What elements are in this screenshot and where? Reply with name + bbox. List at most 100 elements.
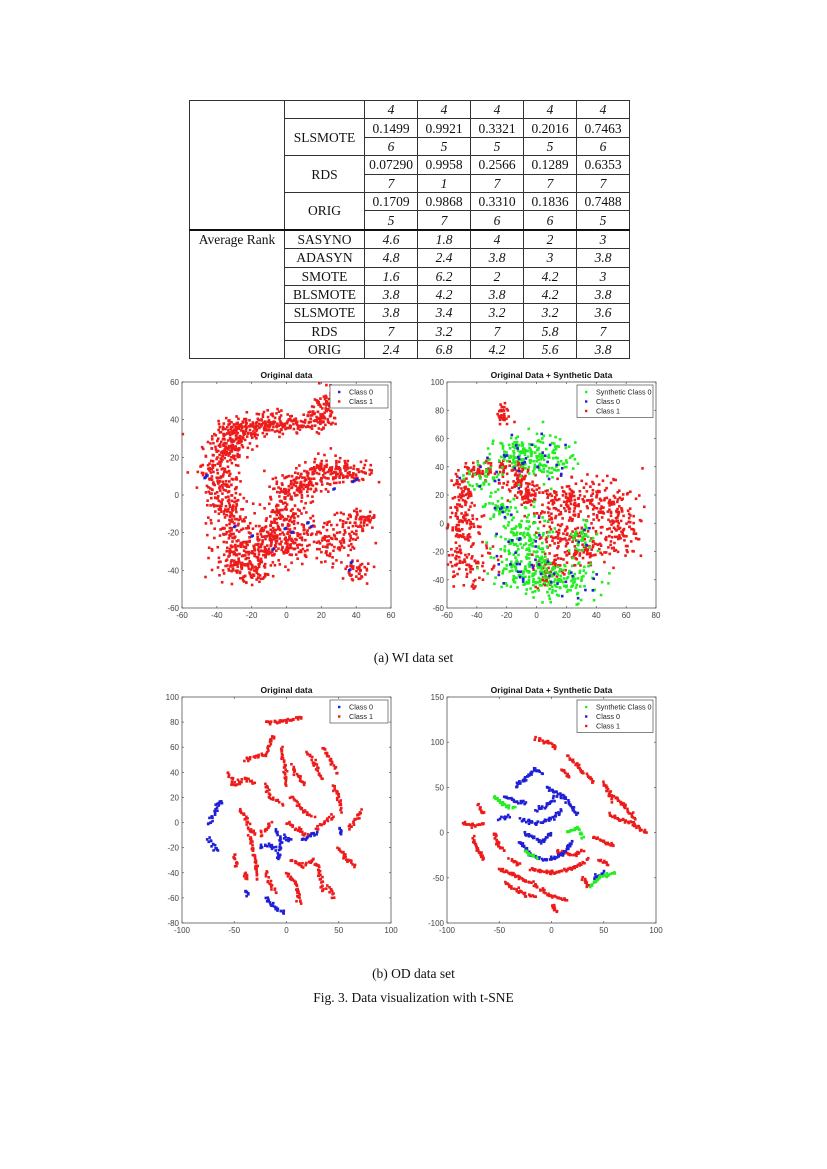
- value-cell: 6: [576, 136, 630, 157]
- rank-cell: 3.4: [417, 303, 471, 323]
- y-tick-label: -50: [432, 874, 444, 883]
- value-cell: 4: [364, 99, 418, 120]
- y-tick-label: -60: [167, 604, 179, 613]
- rank-cell: 3.6: [576, 303, 630, 323]
- rank-cell: 2: [470, 266, 524, 286]
- method-cell: SLSMOTE: [284, 118, 365, 157]
- rank-cell: 4: [470, 228, 524, 250]
- rank-cell: 2: [523, 228, 577, 250]
- value-cell: 0.3310: [470, 191, 524, 212]
- rank-cell: 3.8: [470, 284, 524, 305]
- x-tick-label: 20: [317, 611, 326, 620]
- value-cell: 1: [417, 173, 471, 193]
- x-tick-label: 80: [652, 611, 661, 620]
- od-synthetic-scatter: -100 -50 0 50 100 -100 -50 0 50 100 150 Original Da…: [425, 680, 676, 945]
- y-tick-label: 20: [170, 793, 179, 802]
- y-tick-label: 40: [170, 416, 179, 425]
- legend-marker: [338, 400, 341, 403]
- rank-cell: 7: [364, 321, 418, 342]
- group-label-cell: [189, 99, 285, 231]
- rank-cell: 5.6: [523, 340, 577, 360]
- rank-cell: 6.2: [417, 266, 471, 286]
- legend-marker: [338, 715, 341, 718]
- rank-cell: 7: [576, 321, 630, 342]
- method-cell: RDS: [284, 155, 365, 193]
- data-points: [205, 715, 363, 915]
- rank-cell: 3.8: [364, 303, 418, 323]
- value-cell: 0.1289: [523, 155, 577, 175]
- x-tick-label: -100: [174, 926, 191, 935]
- y-tick-label: -60: [432, 604, 444, 613]
- method-cell: ORIG: [284, 340, 365, 360]
- value-cell: 6: [523, 210, 577, 231]
- y-tick-label: 0: [440, 829, 445, 838]
- rank-cell: 3.2: [470, 303, 524, 323]
- y-tick-label: -20: [432, 548, 444, 557]
- legend-label: Class 1: [349, 397, 373, 406]
- value-cell: 0.3321: [470, 118, 524, 138]
- y-tick-label: 150: [431, 693, 445, 702]
- y-tick-label: 80: [170, 718, 179, 727]
- method-cell: [284, 99, 365, 120]
- legend-label: Class 0: [596, 712, 620, 721]
- x-tick-label: 50: [334, 926, 343, 935]
- method-cell: SLSMOTE: [284, 303, 365, 323]
- value-cell: 7: [364, 173, 418, 193]
- value-cell: 0.9958: [417, 155, 471, 175]
- legend-marker: [338, 390, 341, 394]
- y-tick-label: -80: [167, 919, 179, 928]
- y-tick-label: 20: [170, 453, 179, 462]
- value-cell: 0.1709: [364, 191, 418, 212]
- legend-marker: [585, 390, 588, 394]
- method-cell: ORIG: [284, 191, 365, 231]
- x-tick-label: 40: [352, 611, 361, 620]
- x-tick-label: 50: [599, 926, 608, 935]
- od-original-scatter: -100 -50 0 50 100 -80 -60 -40 -20 0 20 40 60 80 100 Ori…: [160, 680, 411, 945]
- rank-cell: 6.8: [417, 340, 471, 360]
- y-tick-label: 60: [435, 435, 444, 444]
- value-cell: 7: [470, 173, 524, 193]
- value-cell: 6: [364, 136, 418, 157]
- method-cell: SASYNO: [284, 228, 365, 250]
- rank-cell: 3: [576, 266, 630, 286]
- legend-marker: [585, 400, 588, 403]
- rank-cell: 4.6: [364, 228, 418, 250]
- chart-title: Original data: [261, 370, 313, 380]
- value-cell: 0.07290: [364, 155, 418, 175]
- method-cell: RDS: [284, 321, 365, 342]
- x-tick-label: 0: [284, 611, 289, 620]
- data-points: [461, 735, 648, 914]
- value-cell: 0.1836: [523, 191, 577, 212]
- y-tick-label: 80: [435, 406, 444, 415]
- average-rank-label: Average Rank: [189, 228, 285, 360]
- legend-label: Synthetic Class 0: [596, 703, 652, 712]
- value-cell: 5: [417, 136, 471, 157]
- rank-cell: 3.8: [364, 284, 418, 305]
- rank-cell: 3.8: [576, 284, 630, 305]
- x-tick-label: 0: [284, 926, 289, 935]
- y-tick-label: 100: [431, 738, 445, 747]
- y-tick-label: -40: [432, 576, 444, 585]
- rank-cell: 3.8: [576, 340, 630, 360]
- x-tick-label: -100: [439, 926, 456, 935]
- legend-label: Synthetic Class 0: [596, 388, 652, 397]
- y-tick-label: -20: [167, 844, 179, 853]
- x-tick-label: 60: [622, 611, 631, 620]
- legend-marker: [585, 705, 588, 709]
- value-cell: 0.9868: [417, 191, 471, 212]
- legend-label: Class 0: [596, 397, 620, 406]
- legend-label: Class 1: [596, 722, 620, 731]
- value-cell: 4: [576, 99, 630, 120]
- average-rank-row: ORIG 2.4 6.8 4.2 5.6 3.8: [190, 340, 630, 360]
- method-cell: ADASYN: [284, 248, 365, 268]
- y-tick-label: 20: [435, 491, 444, 500]
- figure-caption: Fig. 3. Data visualization with t-SNE: [313, 990, 514, 1005]
- x-tick-label: -20: [501, 611, 513, 620]
- x-tick-label: -40: [471, 611, 483, 620]
- table-row: ORIG 0.1709 0.9868 0.3310 0.1836 0.7488: [190, 191, 630, 231]
- rank-cell: 3.8: [470, 248, 524, 268]
- y-tick-label: 40: [435, 463, 444, 472]
